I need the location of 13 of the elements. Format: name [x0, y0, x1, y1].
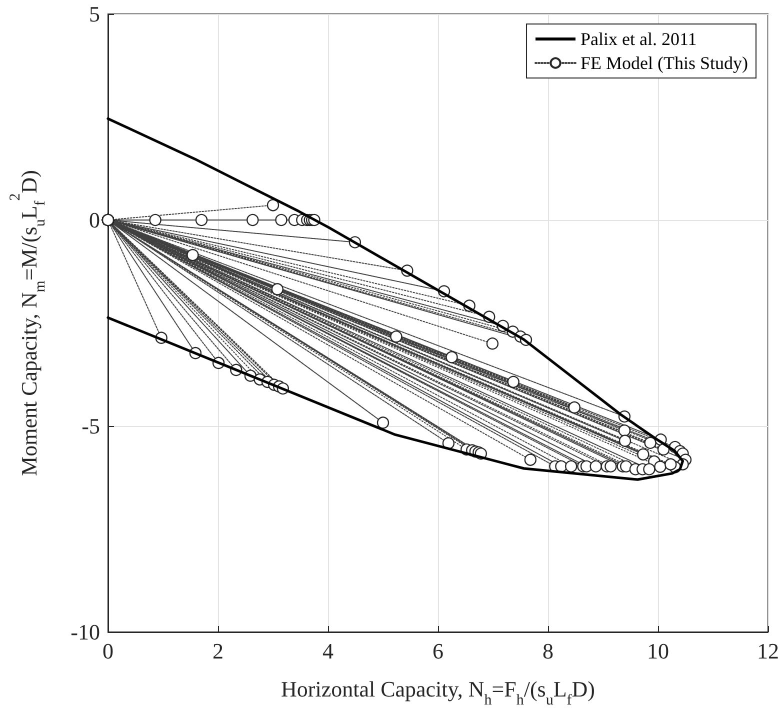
x-tick-label: 2 — [212, 638, 224, 664]
y-axis-title: Moment Capacity, Nm=M/(suLf2D) — [8, 170, 48, 476]
y-tick-label: -5 — [82, 414, 100, 438]
x-tick-label: 12 — [757, 638, 779, 664]
x-tick-label: 6 — [432, 638, 444, 664]
legend-label: Palix et al. 2011 — [580, 29, 697, 49]
x-tick-label: 4 — [322, 638, 334, 664]
y-tick-label: 5 — [89, 2, 100, 26]
x-tick-label: 10 — [647, 638, 669, 664]
y-tick-label: -10 — [70, 620, 100, 644]
x-tick-label: 8 — [542, 638, 554, 664]
legend-label: FE Model (This Study) — [580, 53, 748, 73]
y-tick-label: 0 — [89, 208, 100, 232]
